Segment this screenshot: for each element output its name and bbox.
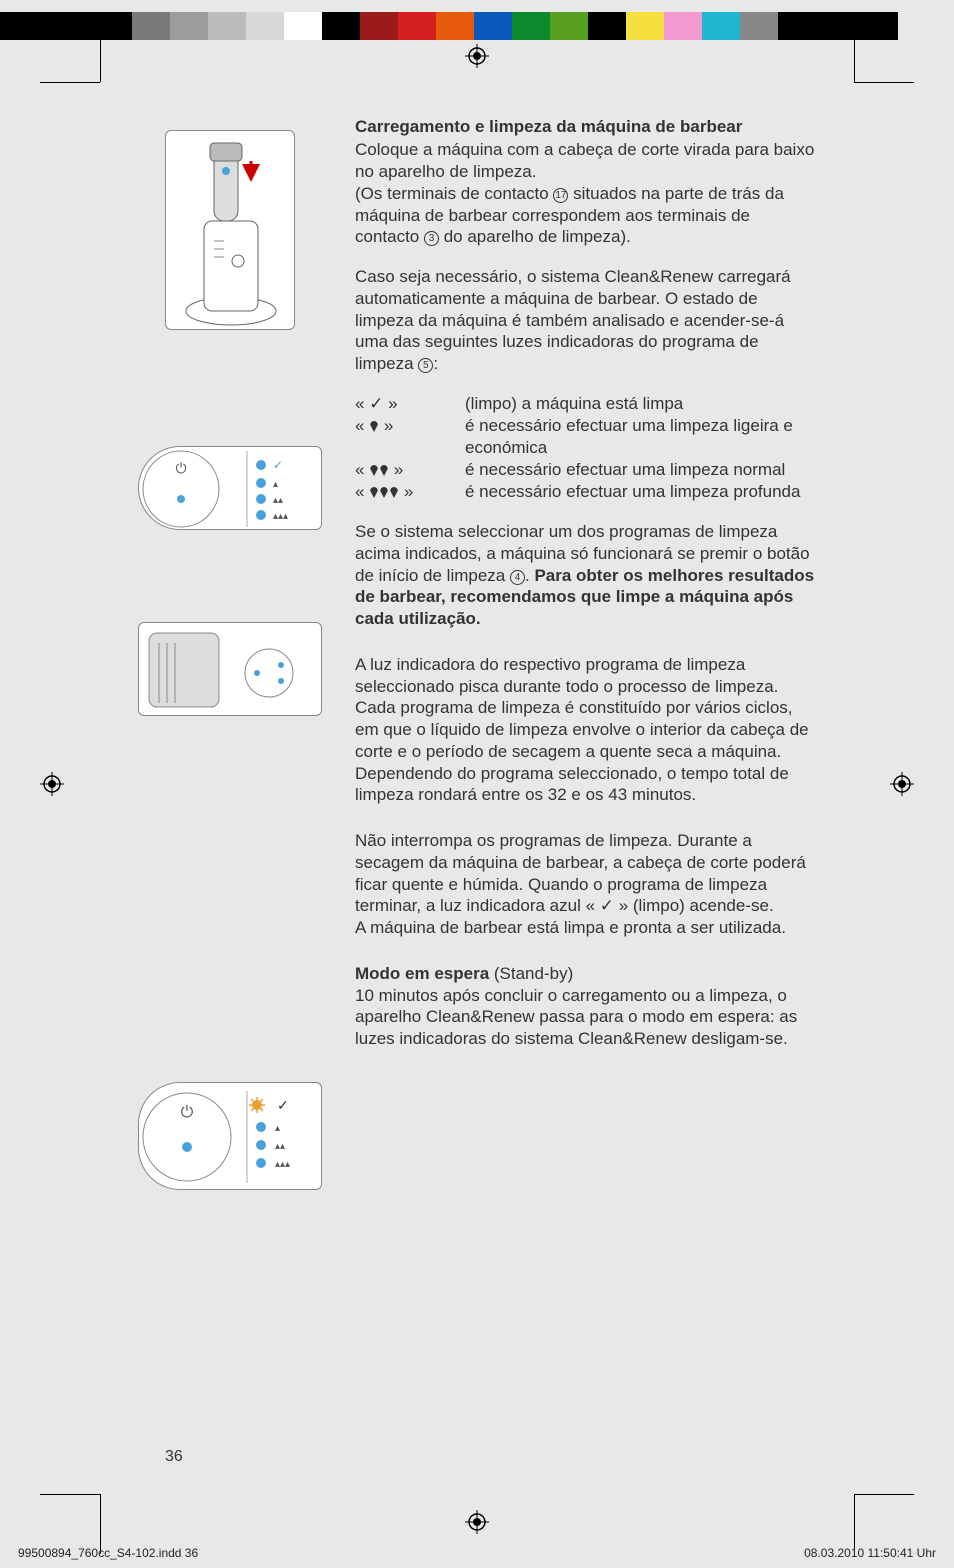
colorbar-swatch bbox=[322, 12, 360, 40]
body-paragraph: Se o sistema seleccionar um dos programa… bbox=[355, 521, 815, 630]
crop-mark bbox=[854, 82, 914, 83]
indicator-list: « ✓ »(limpo) a máquina está limpa« »é ne… bbox=[355, 393, 815, 503]
colorbar-swatch bbox=[474, 12, 512, 40]
reference-number-icon: 4 bbox=[510, 570, 525, 585]
colorbar-swatch bbox=[588, 12, 626, 40]
colorbar-swatch bbox=[702, 12, 740, 40]
body-paragraph: Coloque a máquina com a cabeça de corte … bbox=[355, 139, 815, 248]
page-number: 36 bbox=[165, 1448, 183, 1466]
svg-text:▴▴▴: ▴▴▴ bbox=[273, 511, 288, 522]
crop-mark bbox=[100, 22, 101, 82]
footer-timestamp: 08.03.2010 11:50:41 Uhr bbox=[804, 1546, 936, 1560]
body-paragraph: Caso seja necessário, o sistema Clean&Re… bbox=[355, 266, 815, 375]
crop-mark bbox=[854, 22, 855, 82]
svg-text:✓: ✓ bbox=[273, 458, 283, 472]
indicator-symbol: « » bbox=[355, 459, 465, 481]
body-paragraph: Não interrompa os programas de limpeza. … bbox=[355, 830, 815, 939]
colorbar-swatch bbox=[208, 12, 246, 40]
registration-mark-icon bbox=[890, 772, 914, 796]
colorbar-swatch bbox=[132, 12, 170, 40]
colorbar-swatch bbox=[550, 12, 588, 40]
colorbar-swatch bbox=[664, 12, 702, 40]
colorbar-swatch bbox=[360, 12, 398, 40]
crop-mark bbox=[854, 1494, 914, 1495]
svg-text:▴▴▴: ▴▴▴ bbox=[275, 1159, 290, 1170]
svg-text:▴: ▴ bbox=[275, 1123, 280, 1134]
indicator-row: « »é necessário efectuar uma limpeza nor… bbox=[355, 459, 815, 481]
colorbar-swatch bbox=[246, 12, 284, 40]
colorbar-swatch bbox=[626, 12, 664, 40]
svg-text:⏻: ⏻ bbox=[181, 1104, 194, 1121]
reference-number-icon: 17 bbox=[553, 188, 568, 203]
indicator-description: é necessário efectuar uma limpeza normal bbox=[465, 459, 815, 481]
colorbar-swatch bbox=[284, 12, 322, 40]
svg-text:✓: ✓ bbox=[277, 1097, 289, 1113]
crop-mark bbox=[854, 1494, 855, 1554]
indicator-row: « »é necessário efectuar uma limpeza pro… bbox=[355, 481, 815, 503]
svg-text:⏻: ⏻ bbox=[175, 460, 186, 476]
illustration-indicator-complete: ⏻ ✓ ▴ ▴▴ ▴▴▴ bbox=[138, 1082, 322, 1190]
colorbar-swatch bbox=[398, 12, 436, 40]
main-text-column: Carregamento e limpeza da máquina de bar… bbox=[355, 116, 815, 1068]
colorbar-swatch bbox=[512, 12, 550, 40]
indicator-symbol: « » bbox=[355, 481, 465, 503]
indicator-row: « »é necessário efectuar uma limpeza lig… bbox=[355, 415, 815, 459]
reference-number-icon: 3 bbox=[424, 231, 439, 246]
colorbar-swatch bbox=[170, 12, 208, 40]
indicator-description: é necessário efectuar uma limpeza profun… bbox=[465, 481, 815, 503]
indicator-symbol: « ✓ » bbox=[355, 393, 465, 415]
indicator-row: « ✓ »(limpo) a máquina está limpa bbox=[355, 393, 815, 415]
illustration-shaver-in-station bbox=[165, 130, 295, 330]
colorbar-swatch bbox=[436, 12, 474, 40]
colorbar-swatch bbox=[778, 12, 898, 40]
svg-text:▴▴: ▴▴ bbox=[275, 1141, 285, 1152]
body-paragraph: Modo em espera (Stand-by) 10 minutos apó… bbox=[355, 963, 815, 1050]
registration-mark-icon bbox=[40, 772, 64, 796]
svg-text:▴: ▴ bbox=[273, 479, 278, 490]
crop-mark bbox=[40, 82, 100, 83]
crop-mark bbox=[100, 1494, 101, 1554]
crop-mark bbox=[40, 1494, 100, 1495]
registration-mark-icon bbox=[465, 1510, 489, 1534]
section-heading: Carregamento e limpeza da máquina de bar… bbox=[355, 116, 815, 137]
registration-mark-icon bbox=[465, 44, 489, 68]
reference-number-icon: 5 bbox=[418, 358, 433, 373]
print-colorbar bbox=[0, 12, 954, 40]
section-heading-inline: Modo em espera bbox=[355, 964, 489, 983]
svg-text:▴▴: ▴▴ bbox=[273, 495, 283, 506]
footer-filename: 99500894_760cc_S4-102.indd 36 bbox=[18, 1546, 198, 1560]
colorbar-swatch bbox=[740, 12, 778, 40]
illustration-indicator-panel: ⏻ ✓ ▴ ▴▴ ▴▴▴ bbox=[138, 446, 322, 530]
illustration-shaver-closeup bbox=[138, 622, 322, 716]
indicator-description: é necessário efectuar uma limpeza ligeir… bbox=[465, 415, 815, 459]
body-paragraph: A luz indicadora do respectivo programa … bbox=[355, 654, 815, 806]
indicator-description: (limpo) a máquina está limpa bbox=[465, 393, 815, 415]
colorbar-swatch bbox=[0, 12, 132, 40]
indicator-symbol: « » bbox=[355, 415, 465, 459]
